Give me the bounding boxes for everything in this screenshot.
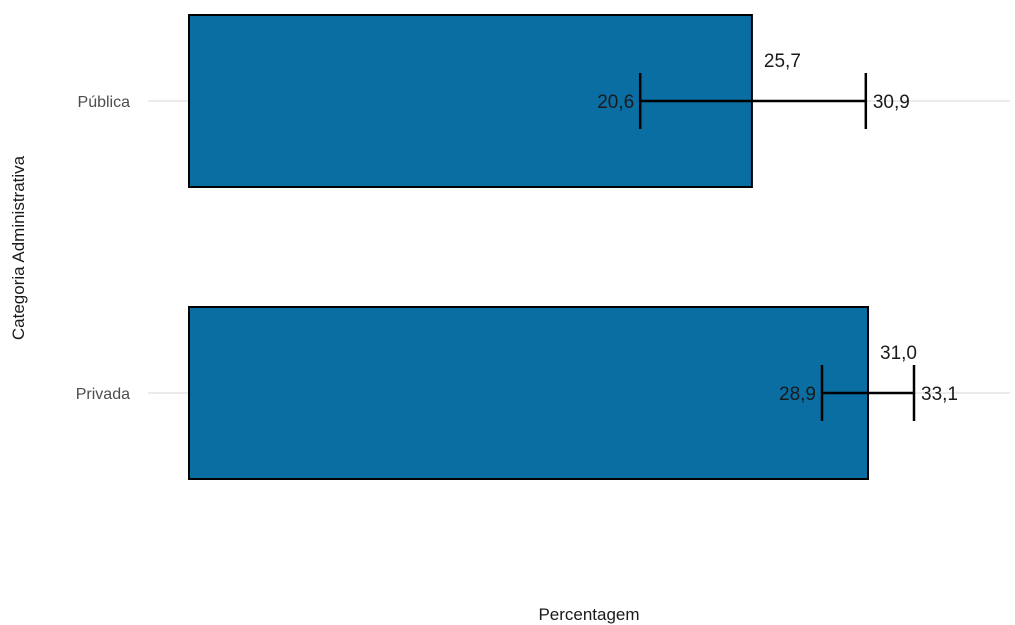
y-tick-label-cat-1: Privada <box>76 386 130 403</box>
value-labels: 25,7 20,6 30,9 31,0 28,9 33,1 <box>597 51 958 405</box>
bar-cat-1 <box>188 306 870 480</box>
error-bars <box>638 73 916 421</box>
ci-upper-label-cat-0: 30,9 <box>873 92 910 113</box>
value-label-cat-0: 25,7 <box>764 51 801 72</box>
y-tick-labels: Pública Privada <box>76 94 130 403</box>
y-tick-label-cat-0: Pública <box>78 94 131 111</box>
ci-upper-label-cat-1: 33,1 <box>921 384 958 405</box>
x-axis-title: Percentagem <box>538 605 639 624</box>
value-label-cat-1: 31,0 <box>880 343 917 364</box>
y-axis-title: Categoria Administrativa <box>9 155 28 340</box>
ci-lower-label-cat-1: 28,9 <box>779 384 816 405</box>
bars <box>188 14 870 480</box>
ci-lower-label-cat-0: 20,6 <box>597 92 634 113</box>
